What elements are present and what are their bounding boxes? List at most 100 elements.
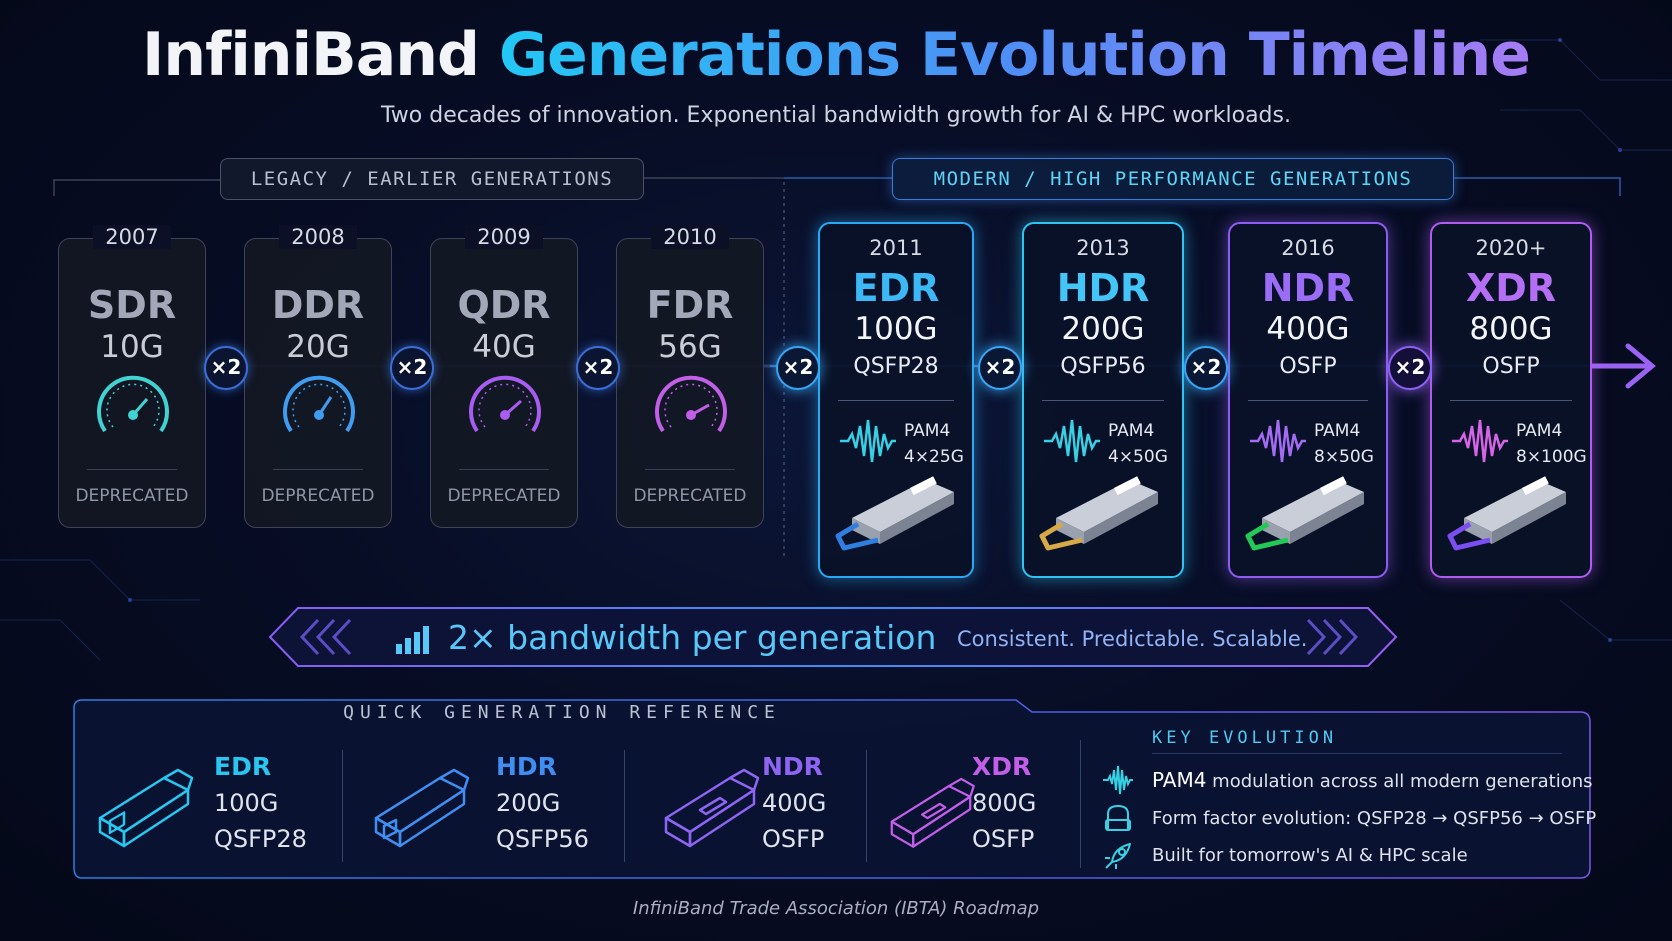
card-status: DEPRECATED	[75, 486, 189, 506]
card-generation: SDR	[87, 283, 177, 327]
reference-divider	[866, 750, 867, 862]
reference-generation: XDR	[972, 752, 1032, 781]
card-generation: EDR	[852, 266, 940, 310]
multiplier-badge: ×2	[576, 346, 620, 390]
rocket-icon	[1105, 843, 1131, 869]
card-year: 2011	[869, 236, 923, 260]
speedometer-icon	[655, 375, 727, 433]
reference-generation: NDR	[762, 752, 823, 781]
card-form-factor: OSFP	[1482, 354, 1540, 379]
card-divider	[273, 469, 363, 470]
speedometer-icon	[97, 375, 169, 433]
title-part2: Generations Evolution Timeline	[498, 20, 1531, 90]
bandwidth-headline: 2× bandwidth per generation	[448, 618, 937, 657]
page-subtitle: Two decades of innovation. Exponential b…	[381, 103, 1291, 128]
card-speed: 200G	[1061, 311, 1145, 347]
multiplier-badge: ×2	[1388, 346, 1432, 390]
card-divider	[459, 469, 549, 470]
card-speed: 800G	[1469, 311, 1553, 347]
card-status: DEPRECATED	[633, 486, 747, 506]
reference-form-factor: QSFP56	[496, 825, 589, 853]
card-sdr: 2007 SDR 10G DEPRECATED	[58, 225, 206, 528]
key-item-form-factor: Form factor evolution: QSFP28 → QSFP56 →…	[1152, 808, 1597, 829]
card-generation: QDR	[457, 283, 551, 327]
card-modulation: PAM4 4×50G	[1108, 421, 1168, 467]
card-year: 2009	[431, 225, 577, 249]
card-divider	[645, 469, 735, 470]
waveform-icon	[1103, 765, 1133, 795]
reference-form-factor: QSFP28	[214, 825, 307, 853]
reference-speed: 100G	[214, 789, 279, 817]
card-speed: 10G	[100, 329, 164, 365]
card-fdr: 2010 FDR 56G DEPRECATED	[616, 225, 764, 528]
waveform-icon	[1452, 419, 1508, 463]
card-speed: 40G	[472, 329, 536, 365]
transceiver-module-icon	[664, 768, 760, 848]
card-year: 2007	[59, 225, 205, 249]
card-divider	[1450, 400, 1572, 401]
transceiver-icon	[1447, 476, 1566, 551]
speedometer-icon	[469, 375, 541, 433]
transceiver-module-icon	[374, 768, 470, 848]
card-generation: XDR	[1465, 266, 1557, 310]
card-generation: NDR	[1261, 266, 1355, 310]
key-item-pam4: PAM4 modulation across all modern genera…	[1152, 768, 1593, 792]
card-xdr: 2020+ XDR 800G OSFP PAM4 8×100G	[1430, 222, 1592, 578]
card-hdr: 2013 HDR 200G QSFP56 PAM4 4×50G	[1022, 222, 1184, 578]
reference-generation: EDR	[214, 752, 272, 781]
speedometer-icon	[283, 375, 355, 433]
reference-panel	[73, 699, 1591, 879]
card-year: 2020+	[1475, 236, 1547, 260]
waveform-icon	[1250, 419, 1306, 463]
transceiver-module-icon	[890, 777, 975, 848]
card-form-factor: OSFP	[1279, 354, 1337, 379]
reference-speed: 200G	[496, 789, 561, 817]
card-ddr: 2008 DDR 20G DEPRECATED	[244, 225, 392, 528]
card-modulation: PAM4 8×50G	[1314, 421, 1374, 467]
card-divider	[1248, 400, 1368, 401]
card-modulation: PAM4 8×100G	[1516, 421, 1587, 467]
bandwidth-tagline: Consistent. Predictable. Scalable.	[957, 627, 1308, 651]
reference-divider	[342, 750, 343, 862]
reference-divider	[624, 750, 625, 862]
modern-group-label: MODERN / HIGH PERFORMANCE GENERATIONS	[892, 158, 1454, 200]
legacy-group-label: LEGACY / EARLIER GENERATIONS	[220, 158, 644, 200]
reference-speed: 400G	[762, 789, 827, 817]
card-speed: 20G	[286, 329, 350, 365]
card-generation: HDR	[1056, 266, 1150, 310]
card-year: 2008	[245, 225, 391, 249]
reference-title: QUICK GENERATION REFERENCE	[343, 702, 781, 723]
card-edr: 2011 EDR 100G QSFP28 PAM4 4×25G	[818, 222, 974, 578]
reference-divider	[1080, 740, 1081, 868]
key-evolution-divider	[1152, 753, 1562, 754]
transceiver-module-icon	[98, 768, 194, 848]
card-speed: 400G	[1266, 311, 1350, 347]
card-generation: DDR	[271, 283, 365, 327]
bandwidth-banner	[268, 607, 1398, 667]
card-divider	[1042, 400, 1164, 401]
card-divider	[838, 400, 954, 401]
title-part1: InfiniBand	[142, 20, 480, 90]
reference-speed: 800G	[972, 789, 1037, 817]
signal-bars-icon	[396, 626, 429, 654]
card-generation: FDR	[646, 283, 734, 327]
key-evolution-title: KEY EVOLUTION	[1152, 728, 1338, 748]
card-year: 2016	[1281, 236, 1335, 260]
transceiver-icon	[1039, 476, 1158, 551]
module-icon	[1105, 804, 1131, 831]
card-status: DEPRECATED	[447, 486, 561, 506]
reference-form-factor: OSFP	[972, 825, 1035, 853]
card-speed: 56G	[658, 329, 722, 365]
card-status: DEPRECATED	[261, 486, 375, 506]
footer-source: InfiniBand Trade Association (IBTA) Road…	[632, 898, 1040, 919]
multiplier-badge: ×2	[204, 346, 248, 390]
card-year: 2010	[617, 225, 763, 249]
waveform-icon	[1044, 419, 1100, 463]
multiplier-badge: ×2	[776, 346, 820, 390]
card-divider	[87, 469, 177, 470]
multiplier-badge: ×2	[978, 346, 1022, 390]
reference-form-factor: OSFP	[762, 825, 825, 853]
transceiver-icon	[1245, 476, 1364, 551]
key-item-ai-scale: Built for tomorrow's AI & HPC scale	[1152, 845, 1468, 866]
